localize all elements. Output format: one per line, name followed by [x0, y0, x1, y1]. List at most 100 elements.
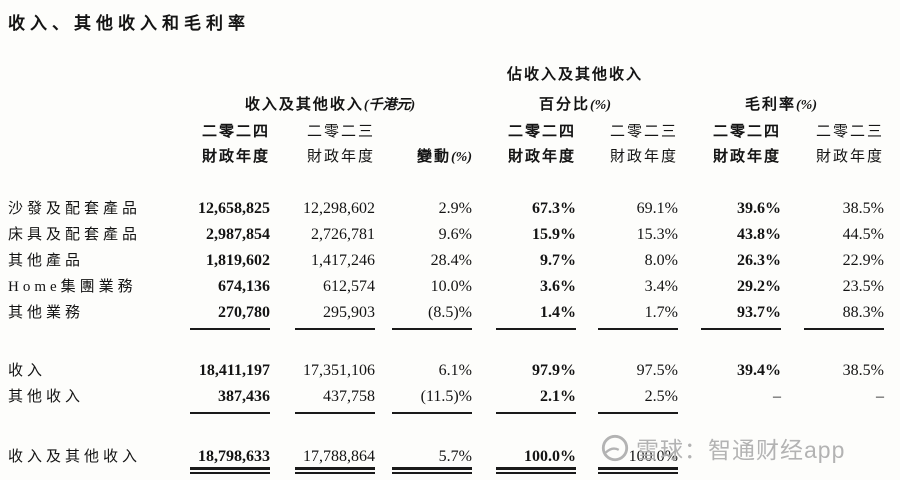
rule-line [392, 324, 472, 330]
cell-share-fy2023: 100.0% [628, 448, 678, 465]
cell-margin-fy2024: 29.2% [737, 278, 781, 295]
cell-share-fy2024: 67.3% [532, 200, 576, 217]
table-row-other-business: 其他業務 270,780 295,903 (8.5)% 1.4% 1.7% 93… [8, 296, 900, 322]
cell-share-fy2023: 15.3% [636, 226, 678, 243]
cell-margin-fy2023: 44.5% [842, 226, 884, 243]
cell-share-fy2024: 2.1% [540, 388, 576, 405]
cell-share-fy2023: 69.1% [636, 200, 678, 217]
group-header-revenue: 收入及其他收入(千港元) [244, 97, 416, 113]
group-header-share-line1: 佔收入及其他收入 [506, 67, 643, 83]
cell-revenue-fy2024: 18,411,197 [198, 362, 270, 379]
table-row-revenue: 收入 18,411,197 17,351,106 6.1% 97.9% 97.5… [8, 354, 900, 380]
table-row-other-income: 其他收入 387,436 437,758 (11.5)% 2.1% 2.5% –… [8, 380, 900, 406]
group-header-revenue-unit: (千港元) [363, 98, 416, 113]
section-rule [8, 406, 900, 414]
cell-change: 9.6% [438, 226, 472, 243]
cell-share-fy2023: 1.7% [644, 304, 678, 321]
col-header-fy2023-revenue: 二零二三 [306, 124, 375, 140]
rule-line [701, 324, 781, 330]
cell-share-fy2023: 8.0% [644, 252, 678, 269]
table-row-other-products: 其他產品 1,819,602 1,417,246 28.4% 9.7% 8.0%… [8, 244, 900, 270]
cell-revenue-fy2023: 2,726,781 [311, 226, 375, 243]
cell-share-fy2024: 1.4% [540, 304, 576, 321]
row-label: 其他收入 [8, 389, 85, 405]
cell-share-fy2023: 97.5% [636, 362, 678, 379]
col-header-fiscal-year: 財政年度 [712, 149, 781, 165]
cell-revenue-fy2023: 612,574 [323, 278, 375, 295]
cell-change: (11.5)% [420, 388, 472, 405]
table-header: 佔收入及其他收入 收入及其他收入(千港元) 百分比(%) 毛利率(%) 二零二四… [8, 56, 900, 166]
cell-revenue-fy2023: 17,351,106 [303, 362, 375, 379]
cell-revenue-fy2023: 295,903 [323, 304, 375, 321]
row-label: Home集團業務 [8, 279, 137, 295]
col-header-fy2024-share: 二零二四 [507, 124, 576, 140]
cell-revenue-fy2024: 12,658,825 [198, 200, 270, 217]
cell-revenue-fy2023: 17,788,864 [303, 448, 375, 465]
rule-line [190, 408, 270, 414]
cell-margin-fy2023: 23.5% [842, 278, 884, 295]
rule-line [496, 408, 576, 414]
group-header-margin: 毛利率(%) [744, 97, 817, 113]
cell-change: 28.4% [430, 252, 472, 269]
cell-margin-fy2024: 39.4% [737, 362, 781, 379]
col-header-fiscal-year: 財政年度 [507, 149, 576, 165]
cell-margin-fy2023: 22.9% [842, 252, 884, 269]
cell-margin-fy2023: 38.5% [842, 362, 884, 379]
cell-margin-fy2023 [781, 465, 884, 466]
cell-share-fy2024: 15.9% [532, 226, 576, 243]
row-label: 其他產品 [8, 253, 85, 269]
rule-line [392, 408, 472, 414]
table-row-home-group: Home集團業務 674,136 612,574 10.0% 3.6% 3.4%… [8, 270, 900, 296]
table-body: 沙發及配套產品 12,658,825 12,298,602 2.9% 67.3%… [8, 192, 900, 474]
cell-change: 5.7% [438, 448, 472, 465]
section-rule [8, 322, 900, 330]
cell-share-fy2023: 2.5% [644, 388, 678, 405]
double-rule-line [392, 467, 472, 474]
double-rule-line [190, 467, 270, 474]
row-label: 其他業務 [8, 305, 85, 321]
cell-margin-fy2024: 39.6% [737, 200, 781, 217]
rule-line [598, 408, 678, 414]
cell-share-fy2023: 3.4% [644, 278, 678, 295]
col-header-fy2023-margin: 二零二三 [815, 124, 884, 140]
rule-line [804, 324, 884, 330]
row-label: 收入及其他收入 [8, 449, 142, 465]
col-header-fy2023-share: 二零二三 [609, 124, 678, 140]
cell-revenue-fy2023: 12,298,602 [303, 200, 375, 217]
rule-line [295, 408, 375, 414]
table-row-total: 收入及其他收入 18,798,633 17,788,864 5.7% 100.0… [8, 440, 900, 466]
row-label: 收入 [8, 363, 47, 379]
total-rule [8, 466, 900, 474]
col-header-change: 變動(%) [416, 149, 472, 165]
cell-change: 10.0% [430, 278, 472, 295]
cell-margin-fy2023: – [876, 388, 884, 405]
page-title: 收入、其他收入和毛利率 [8, 14, 250, 34]
cell-revenue-fy2024: 18,798,633 [198, 448, 270, 465]
cell-revenue-fy2024: 1,819,602 [206, 252, 270, 269]
cell-margin-fy2024: 93.7% [737, 304, 781, 321]
row-label: 沙發及配套產品 [8, 201, 142, 217]
cell-change: 2.9% [438, 200, 472, 217]
cell-share-fy2024: 9.7% [540, 252, 576, 269]
table-row-sofa: 沙發及配套產品 12,658,825 12,298,602 2.9% 67.3%… [8, 192, 900, 218]
cell-share-fy2024: 100.0% [524, 448, 576, 465]
row-label: 床具及配套產品 [8, 227, 142, 243]
cell-margin-fy2023: 88.3% [842, 304, 884, 321]
cell-share-fy2024: 97.9% [532, 362, 576, 379]
group-header-share-unit: (%) [590, 98, 611, 113]
rule-line [190, 324, 270, 330]
cell-change: (8.5)% [428, 304, 472, 321]
col-header-fiscal-year: 財政年度 [609, 149, 678, 165]
cell-change: 6.1% [438, 362, 472, 379]
col-header-change-unit: (%) [451, 150, 472, 165]
table-row-bedding: 床具及配套產品 2,987,854 2,726,781 9.6% 15.9% 1… [8, 218, 900, 244]
group-header-share-line2: 百分比(%) [538, 97, 611, 113]
col-header-fiscal-year: 財政年度 [815, 149, 884, 165]
rule-line [496, 324, 576, 330]
rule-line [295, 324, 375, 330]
col-header-fiscal-year: 財政年度 [201, 149, 270, 165]
cell-revenue-fy2024: 270,780 [218, 304, 270, 321]
cell-margin-fy2024: – [773, 388, 781, 405]
cell-revenue-fy2024: 2,987,854 [206, 226, 270, 243]
